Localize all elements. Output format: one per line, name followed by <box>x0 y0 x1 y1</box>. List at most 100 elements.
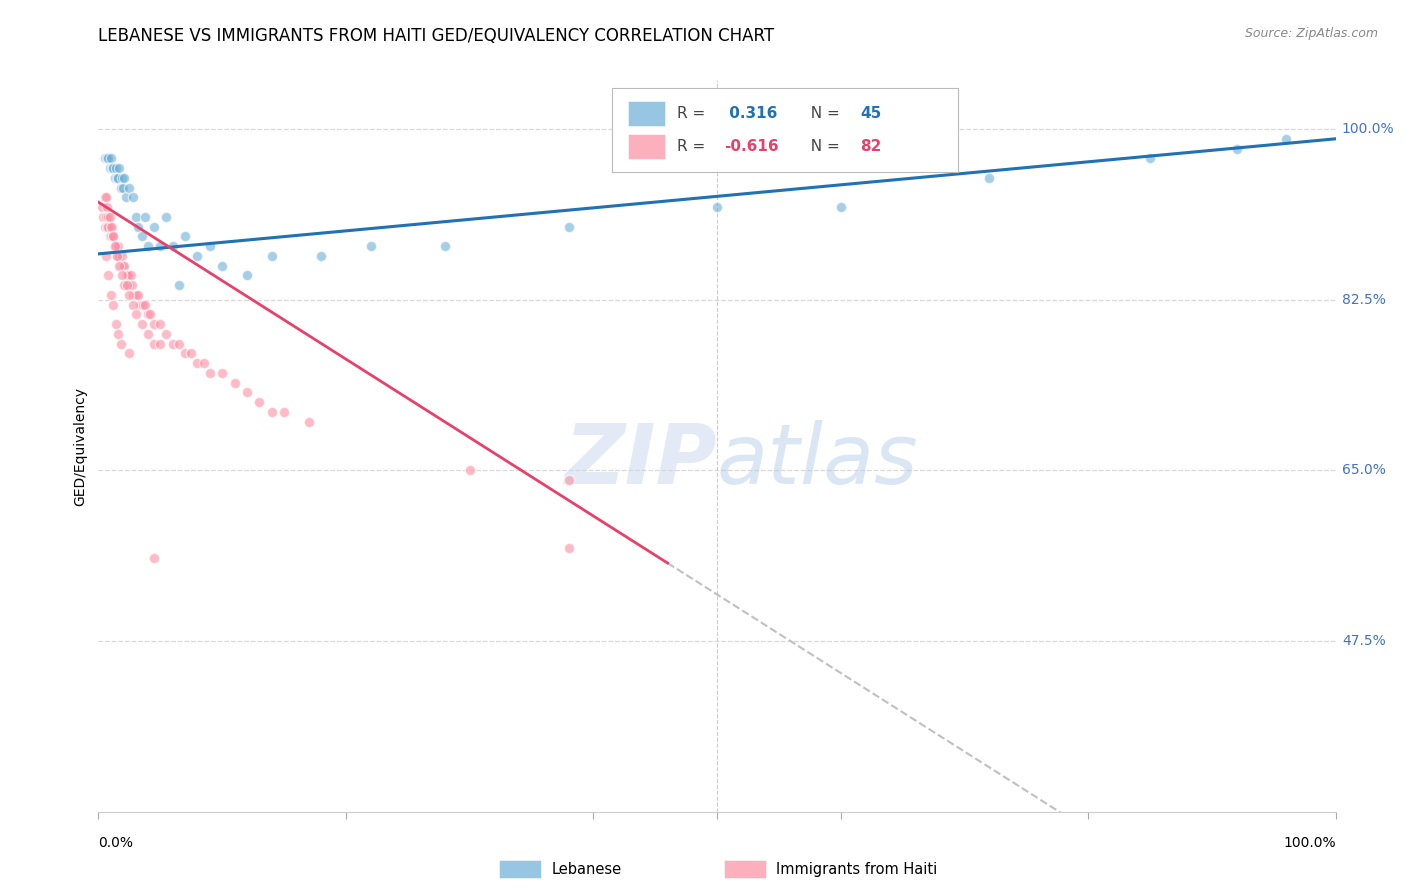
Text: 100.0%: 100.0% <box>1341 122 1395 136</box>
Point <box>107 170 129 185</box>
Point <box>108 161 131 175</box>
Point <box>298 415 321 429</box>
Point <box>557 541 579 556</box>
Point <box>247 395 270 409</box>
Point <box>149 317 172 331</box>
Point <box>118 180 141 194</box>
Point <box>104 239 127 253</box>
Point <box>118 346 141 360</box>
Point <box>121 278 143 293</box>
Point <box>143 551 166 566</box>
Point <box>136 307 159 321</box>
Point <box>155 210 177 224</box>
Point <box>131 229 153 244</box>
Point <box>93 190 115 204</box>
Point <box>143 317 166 331</box>
Point <box>110 259 132 273</box>
Text: 100.0%: 100.0% <box>1284 836 1336 850</box>
Point <box>114 190 136 204</box>
Point <box>103 229 125 244</box>
Point <box>830 200 852 214</box>
Point <box>112 259 135 273</box>
Point <box>127 288 149 302</box>
Point <box>122 190 145 204</box>
Point <box>112 278 135 293</box>
Point <box>91 200 114 214</box>
Point <box>198 239 221 253</box>
Point <box>186 249 208 263</box>
Point <box>149 239 172 253</box>
Text: R =: R = <box>678 106 710 121</box>
Text: 0.316: 0.316 <box>724 106 778 121</box>
Point <box>104 161 127 175</box>
Point <box>105 170 128 185</box>
Point <box>94 190 117 204</box>
Y-axis label: GED/Equivalency: GED/Equivalency <box>73 386 87 506</box>
Point <box>97 210 120 224</box>
Point <box>100 219 122 234</box>
Point <box>162 239 184 253</box>
Point <box>134 297 156 311</box>
Point <box>100 151 122 165</box>
Point <box>155 326 177 341</box>
Point <box>98 161 121 175</box>
Point <box>124 307 146 321</box>
Point <box>108 259 131 273</box>
Point <box>186 356 208 370</box>
Text: R =: R = <box>678 138 710 153</box>
Point <box>112 180 135 194</box>
Text: N =: N = <box>801 138 845 153</box>
Point <box>110 336 132 351</box>
Point <box>198 366 221 380</box>
Point <box>273 405 295 419</box>
Text: -0.616: -0.616 <box>724 138 779 153</box>
Point <box>143 219 166 234</box>
Point <box>260 405 283 419</box>
Point <box>111 268 134 283</box>
Point <box>118 278 141 293</box>
Text: 65.0%: 65.0% <box>1341 463 1386 477</box>
Text: 0.0%: 0.0% <box>98 836 134 850</box>
Text: N =: N = <box>801 106 845 121</box>
Point <box>124 210 146 224</box>
Point <box>706 200 728 214</box>
Point <box>94 249 117 263</box>
Point <box>162 336 184 351</box>
Point <box>103 161 125 175</box>
Point <box>100 288 122 302</box>
Point <box>103 170 125 185</box>
Point <box>1139 151 1161 165</box>
Point <box>122 288 145 302</box>
Point <box>224 376 246 390</box>
Text: 82: 82 <box>860 138 882 153</box>
Point <box>93 151 115 165</box>
Point <box>111 170 134 185</box>
Point <box>98 229 121 244</box>
Point <box>458 463 481 477</box>
Point <box>260 249 283 263</box>
Point <box>211 366 233 380</box>
Point <box>94 210 117 224</box>
Point <box>103 229 125 244</box>
Text: ZIP: ZIP <box>564 420 717 501</box>
Point <box>139 307 162 321</box>
Point <box>180 346 202 360</box>
Text: Immigrants from Haiti: Immigrants from Haiti <box>776 863 938 877</box>
Point <box>433 239 456 253</box>
Point <box>118 288 141 302</box>
Point <box>97 268 120 283</box>
Point <box>149 336 172 351</box>
Point <box>115 278 138 293</box>
Point <box>97 151 120 165</box>
Point <box>167 336 190 351</box>
Text: Source: ZipAtlas.com: Source: ZipAtlas.com <box>1244 27 1378 40</box>
Point <box>97 219 120 234</box>
Point <box>309 249 332 263</box>
Point <box>104 317 127 331</box>
Point <box>107 239 129 253</box>
Point <box>1226 142 1249 156</box>
Point <box>174 229 197 244</box>
Point <box>136 326 159 341</box>
Point <box>115 268 138 283</box>
Point <box>979 170 1001 185</box>
